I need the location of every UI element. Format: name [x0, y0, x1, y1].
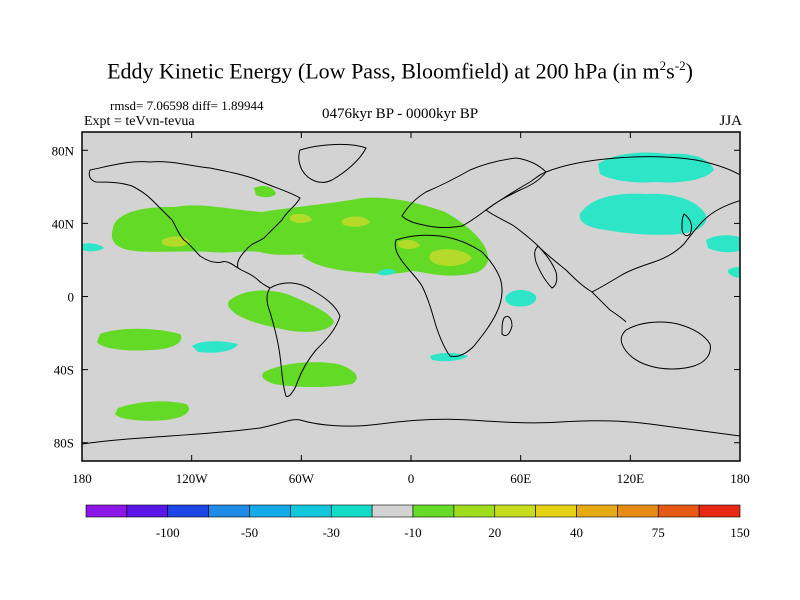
- field-indian-ocean: [505, 290, 537, 307]
- coast-australia: [620, 321, 711, 370]
- y-tick-label: 0: [68, 290, 75, 305]
- colorbar-swatch: [494, 504, 536, 518]
- contour-layer: [82, 152, 740, 421]
- colorbar-swatch: [535, 504, 577, 518]
- map-title: Eddy Kinetic Energy (Low Pass, Bloomfiel…: [0, 58, 800, 84]
- colorbar-label: 150: [730, 525, 750, 540]
- y-tick-label: 40S: [54, 363, 74, 378]
- colorbar-label: 40: [570, 525, 583, 540]
- coast-europe: [401, 157, 547, 228]
- field-east-pacific: [706, 235, 740, 253]
- y-tick-label: 80N: [52, 143, 75, 158]
- field-atlantic-core: [342, 216, 370, 227]
- title-close: ): [685, 58, 693, 84]
- title-sup-2: -2: [674, 58, 686, 73]
- field-south-pacific-east: [228, 290, 334, 332]
- field-south-pacific-teal: [192, 341, 238, 353]
- field-antarctic-pacific: [115, 401, 190, 421]
- stats-label: rmsd= 7.06598 diff= 1.89944: [110, 98, 264, 113]
- x-tick-label: 120W: [176, 471, 209, 486]
- title-mid: s: [666, 58, 675, 84]
- period-label: 0476kyr BP - 0000kyr BP: [321, 106, 479, 122]
- field-west-atlantic: [302, 249, 420, 274]
- field-north-atlantic: [111, 197, 488, 275]
- colorbar-label: 75: [652, 525, 665, 540]
- colorbar-swatch: [126, 504, 169, 518]
- field-north-pacific: [579, 193, 707, 235]
- colorbar-swatch: [412, 504, 455, 518]
- field-med-core: [398, 239, 420, 249]
- field-gulf-core: [290, 213, 312, 223]
- coastlines: [82, 143, 740, 445]
- colorbar-label: 20: [488, 525, 501, 540]
- colorbar-swatch: [330, 504, 373, 518]
- field-pacific-north: [118, 217, 158, 227]
- field-southern-indian: [430, 353, 468, 362]
- coast-africa: [394, 234, 503, 357]
- x-tick-label: 0: [408, 471, 415, 486]
- coast-japan: [681, 213, 693, 237]
- x-tick-label: 120E: [617, 471, 645, 486]
- field-atlantic-tropics: [378, 269, 396, 276]
- field-siberia: [598, 152, 714, 183]
- colorbar-swatch: [167, 504, 209, 518]
- colorbar-swatch: [453, 504, 496, 518]
- colorbar-swatch: [617, 504, 659, 518]
- field-sahara-core: [429, 249, 472, 266]
- coast-madagascar: [501, 315, 513, 337]
- y-tick-label: 40N: [52, 216, 75, 231]
- colorbar-label: -30: [323, 525, 340, 540]
- field-south-pacific-west: [97, 328, 182, 351]
- experiment-label: Expt = teVvn-tevua: [84, 114, 195, 129]
- x-axis: 180 120W 60W 0 60E 120E 180: [72, 132, 750, 486]
- coast-asia: [485, 156, 740, 293]
- field-far-east: [728, 267, 740, 278]
- y-tick-label: 80S: [54, 436, 74, 451]
- colorbar-swatch: [576, 504, 618, 518]
- colorbar: -100 -50 -30 -10 20 40 75 150: [85, 504, 750, 540]
- colorbar-swatch: [85, 504, 128, 518]
- colorbar-swatch: [657, 504, 700, 518]
- season-label: JJA: [719, 113, 742, 129]
- field-greenland: [254, 186, 276, 198]
- coast-india: [534, 245, 558, 289]
- coast-south-america: [266, 282, 341, 397]
- colorbar-swatch: [290, 504, 332, 518]
- x-tick-label: 60W: [289, 471, 315, 486]
- x-tick-label: 180: [72, 471, 92, 486]
- colorbar-label: -100: [156, 525, 180, 540]
- colorbar-swatch: [249, 504, 291, 518]
- coast-greenland: [298, 143, 367, 183]
- coast-antarctica: [82, 418, 740, 445]
- x-tick-label: 60E: [510, 471, 531, 486]
- coast-central-america: [237, 267, 271, 289]
- colorbar-swatch: [208, 504, 250, 518]
- x-tick-label: 180: [730, 471, 750, 486]
- title-main: Eddy Kinetic Energy (Low Pass, Bloomfiel…: [107, 58, 660, 84]
- colorbar-swatch: [371, 504, 414, 518]
- title-sup-1: 2: [659, 58, 667, 73]
- colorbar-swatch: [698, 504, 741, 518]
- colorbar-label: -10: [404, 525, 421, 540]
- map-background: [82, 132, 740, 461]
- colorbar-label: -50: [241, 525, 258, 540]
- field-west-pacific-edge: [82, 243, 104, 252]
- field-south-atlantic: [262, 362, 357, 387]
- coast-se-asia: [591, 291, 627, 323]
- y-axis: 80N 40N 0 40S 80S: [52, 143, 740, 451]
